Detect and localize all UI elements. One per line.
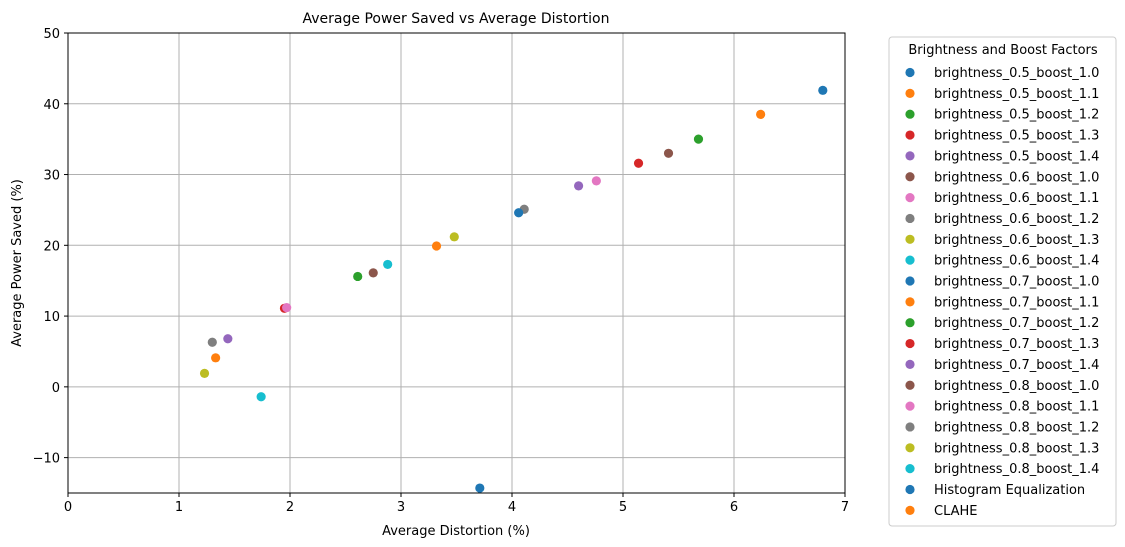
- legend-marker: [905, 464, 915, 474]
- x-tick-label: 3: [397, 500, 405, 515]
- legend-marker: [905, 130, 915, 140]
- x-tick-label: 0: [64, 500, 72, 515]
- scatter-point: [383, 259, 393, 270]
- legend-marker: [905, 88, 915, 98]
- legend-entry: brightness_0.7_boost_1.1: [934, 295, 1099, 310]
- y-tick-label: 10: [43, 310, 60, 325]
- scatter-point: [663, 148, 674, 158]
- legend-marker: [905, 297, 915, 307]
- scatter-point: [574, 181, 584, 191]
- legend-marker: [905, 359, 915, 369]
- y-tick-label: 20: [43, 239, 60, 254]
- legend-entry: brightness_0.7_boost_1.3: [934, 337, 1099, 352]
- legend-entry: brightness_0.8_boost_1.4: [934, 462, 1099, 477]
- legend-marker: [905, 380, 915, 390]
- legend-entry: Histogram Equalization: [934, 483, 1085, 498]
- scatter-point: [693, 134, 704, 144]
- legend-entry: brightness_0.5_boost_1.1: [934, 87, 1099, 102]
- y-tick-label: 0: [52, 381, 60, 396]
- scatter-point: [282, 302, 292, 313]
- scatter-point: [431, 241, 442, 251]
- y-tick-label: 40: [43, 98, 60, 113]
- plot-frame: [67, 32, 846, 494]
- scatter-point: [211, 353, 221, 363]
- data-points: [199, 85, 828, 493]
- legend-marker: [905, 443, 915, 453]
- legend-entry: brightness_0.5_boost_1.2: [934, 108, 1099, 123]
- x-tick-label: 5: [619, 500, 627, 515]
- scatter-point: [223, 334, 233, 344]
- x-tick-label: 7: [841, 500, 849, 515]
- x-tick-label: 6: [730, 500, 738, 515]
- legend-entry: brightness_0.7_boost_1.2: [934, 316, 1099, 331]
- legend-marker: [905, 213, 915, 224]
- scatter-point: [353, 271, 363, 282]
- legend-marker: [905, 172, 915, 182]
- x-axis-label: Average Distortion (%): [382, 524, 530, 539]
- y-axis-label: Average Power Saved (%): [10, 179, 25, 347]
- scatter-point: [207, 337, 217, 347]
- legend-entry: brightness_0.6_boost_1.3: [934, 233, 1099, 248]
- legend-marker: [905, 67, 915, 78]
- legend-entry: brightness_0.6_boost_1.0: [934, 170, 1099, 185]
- legend-marker: [905, 234, 915, 244]
- legend-marker: [905, 276, 915, 286]
- legend-marker: [905, 109, 915, 119]
- y-tick-label: 50: [43, 27, 60, 42]
- legend-entry: brightness_0.5_boost_1.0: [934, 66, 1099, 81]
- scatter-point: [818, 85, 828, 95]
- scatter-point: [368, 268, 378, 278]
- y-tick-label: 30: [43, 169, 60, 184]
- scatter-point: [591, 176, 601, 186]
- legend-entry: brightness_0.6_boost_1.2: [934, 212, 1099, 227]
- legend-title: Brightness and Boost Factors: [908, 43, 1098, 58]
- legend-marker: [905, 401, 915, 411]
- legend-entry: brightness_0.5_boost_1.4: [934, 149, 1099, 164]
- legend-entry: brightness_0.8_boost_1.2: [934, 420, 1099, 435]
- legend-marker: [905, 255, 915, 265]
- scatter-point: [475, 483, 485, 493]
- legend-entry: brightness_0.5_boost_1.3: [934, 129, 1099, 144]
- legend-entry: brightness_0.6_boost_1.1: [934, 191, 1099, 206]
- legend-marker: [905, 422, 915, 432]
- legend-entry: brightness_0.7_boost_1.4: [934, 358, 1099, 373]
- legend: Brightness and Boost Factors brightness_…: [888, 36, 1117, 527]
- legend-entry: brightness_0.8_boost_1.0: [934, 379, 1099, 394]
- legend-marker: [905, 505, 915, 515]
- legend-entry: brightness_0.8_boost_1.1: [934, 400, 1099, 415]
- scatter-point: [514, 208, 524, 218]
- legend-entry: CLAHE: [934, 504, 978, 519]
- legend-entry: brightness_0.8_boost_1.3: [934, 441, 1099, 456]
- chart-title: Average Power Saved vs Average Distortio…: [303, 11, 610, 27]
- legend-marker: [905, 193, 915, 203]
- scatter-point: [756, 109, 766, 119]
- scatter-point: [633, 158, 644, 168]
- legend-marker: [905, 484, 915, 495]
- x-tick-label: 2: [286, 500, 294, 515]
- x-tick-label: 4: [508, 500, 516, 515]
- x-tick-label: 1: [175, 500, 183, 515]
- legend-marker: [905, 151, 915, 161]
- y-axis-ticks: −10 0 10 20 30 40 50: [33, 27, 68, 467]
- legend-items: brightness_0.5_boost_1.0 brightness_0.5_b…: [905, 66, 1099, 519]
- x-axis-ticks: 0 1 2 3 4 5 6 7: [64, 493, 849, 515]
- scatter-point: [256, 392, 266, 402]
- scatter-point: [199, 368, 210, 378]
- legend-marker: [905, 318, 915, 328]
- legend-entry: brightness_0.7_boost_1.0: [934, 275, 1099, 290]
- legend-marker: [905, 338, 915, 349]
- scatter-point: [449, 232, 459, 242]
- y-tick-label: −10: [33, 452, 60, 467]
- legend-entry: brightness_0.6_boost_1.4: [934, 254, 1099, 269]
- legend-box: [888, 36, 1117, 527]
